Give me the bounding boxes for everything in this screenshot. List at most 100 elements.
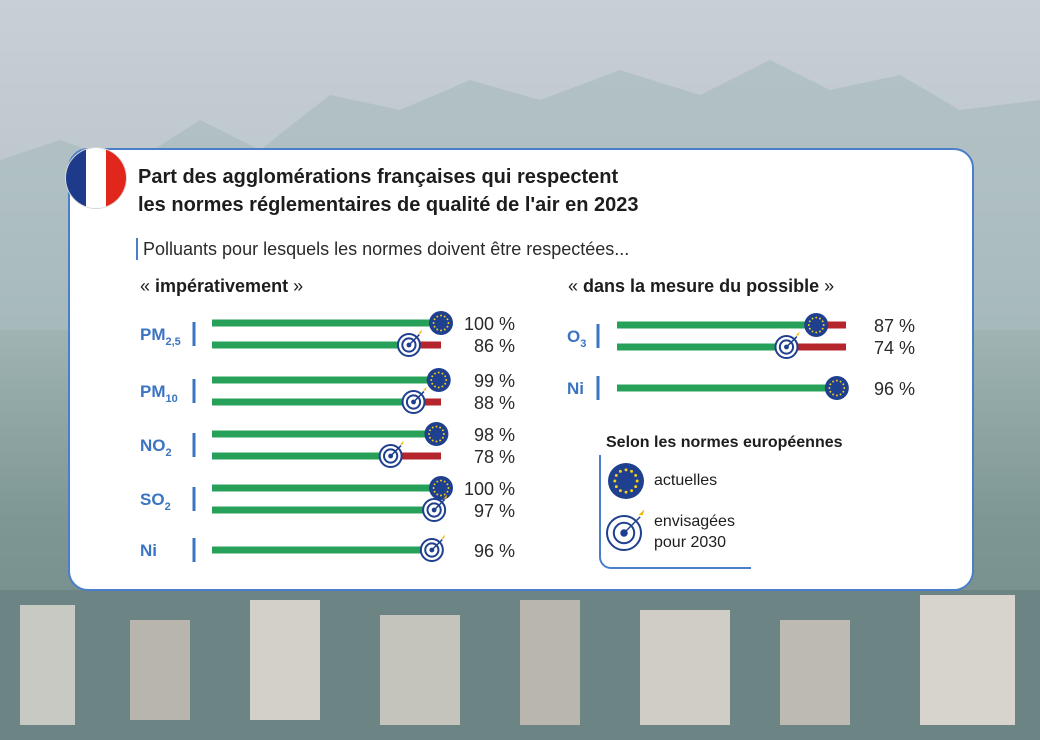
pollutant-subscript: 2 [165, 501, 171, 513]
pollutant-name: NO [140, 436, 166, 455]
target-arrow-fletch [795, 331, 800, 336]
france-flag-icon [66, 148, 126, 208]
eu-star [446, 318, 449, 321]
eu-star [441, 372, 444, 375]
target-ring-inner [383, 448, 399, 464]
eu-star [437, 371, 440, 374]
eu-star [429, 429, 431, 432]
pollutant-label: PM2,5 [140, 325, 181, 348]
eu-star [843, 387, 846, 389]
bar-value-label: 88 % [474, 393, 515, 413]
eu-star [614, 473, 618, 477]
pollutant-subscript: 3 [580, 338, 586, 350]
eu-star [437, 386, 440, 389]
bar-target-icon [396, 329, 423, 357]
eu-star [446, 490, 449, 493]
eu-flag-disc [824, 376, 849, 400]
target-arrow [785, 336, 798, 348]
target-arrow-fletch [422, 386, 427, 391]
bar-eu-flag-icon [429, 311, 453, 335]
target-ring-inner [405, 394, 422, 410]
eu-star [443, 480, 446, 483]
eu-star [435, 425, 438, 428]
legend-eu-flag-icon [608, 463, 644, 499]
group-title-close-quote: » [288, 276, 304, 296]
eu-star [440, 494, 442, 497]
group-title-open-quote: « [568, 276, 584, 296]
target-ring-inner [612, 521, 636, 545]
eu-star [441, 429, 444, 432]
bar-eu-flag-icon [424, 422, 449, 446]
eu-star [808, 320, 811, 323]
pollutant-label: SO2 [140, 490, 171, 513]
eu-star [432, 322, 435, 324]
bar-target-icon [422, 494, 448, 522]
bar-value-label: 99 % [474, 371, 515, 391]
eu-star [818, 330, 821, 333]
bar-value-label: 96 % [874, 379, 915, 399]
eu-star [441, 385, 444, 388]
target-arrow [412, 391, 425, 403]
bar-eu-flag-icon [824, 376, 849, 400]
eu-flag-disc [424, 422, 449, 446]
eu-star [811, 330, 814, 333]
eu-star [630, 469, 634, 473]
building [640, 610, 730, 725]
eu-flag-disc [429, 311, 453, 335]
eu-star [441, 436, 444, 439]
eu-flag-disc [804, 313, 829, 337]
bar-value-label: 86 % [474, 336, 515, 356]
eu-star [436, 493, 439, 496]
eu-flag-disc [426, 368, 451, 392]
eu-star [443, 315, 446, 318]
bar-target-icon [774, 331, 800, 359]
eu-star [828, 387, 831, 389]
eu-star [443, 493, 446, 496]
eu-star [829, 383, 832, 386]
group-title-close-quote: » [819, 276, 835, 296]
eu-star [614, 485, 618, 489]
eu-star [431, 375, 434, 378]
target-ring-inner [401, 337, 417, 353]
eu-star [447, 322, 450, 324]
eu-star [624, 468, 628, 472]
legend-label-2030-line-1: envisagées [654, 513, 735, 530]
eu-star [815, 331, 818, 334]
eu-star [433, 483, 436, 486]
eu-star [624, 490, 628, 494]
target-arrow [408, 334, 420, 346]
target-arrow [623, 516, 641, 534]
group-title-possible: « dans la mesure du possible » [568, 276, 834, 297]
target-arrow-fletch [638, 509, 645, 516]
pollutant-label: NO2 [140, 436, 172, 459]
legend-frame [599, 455, 751, 569]
eu-star [444, 382, 447, 385]
group-title-text: dans la mesure du possible [583, 276, 820, 296]
eu-star [431, 439, 434, 442]
eu-star [815, 316, 818, 319]
eu-star [447, 487, 450, 489]
eu-star [446, 325, 449, 328]
eu-star [433, 318, 436, 321]
flag-white-stripe [86, 148, 106, 208]
eu-star [634, 485, 638, 489]
target-arrow [431, 539, 443, 551]
eu-star [839, 393, 842, 396]
flag-blue-stripe [66, 148, 86, 208]
target-arrow-fletch [418, 329, 423, 334]
infographic-card [68, 148, 974, 591]
eu-star [842, 383, 845, 386]
pollutant-label: Ni [567, 379, 584, 398]
eu-star [635, 479, 639, 483]
chart-subtitle: Polluants pour lesquels les normes doive… [136, 238, 629, 260]
bar-value-label: 78 % [474, 447, 515, 467]
building [920, 595, 1015, 725]
eu-star [446, 483, 449, 486]
eu-star [618, 469, 622, 473]
legend-target-icon [606, 509, 645, 551]
chart-title: Part des agglomérations françaises qui r… [138, 163, 838, 219]
pollutant-subscript: 10 [166, 393, 178, 405]
target-ring-inner [426, 502, 442, 518]
pollutant-name: PM [140, 382, 166, 401]
